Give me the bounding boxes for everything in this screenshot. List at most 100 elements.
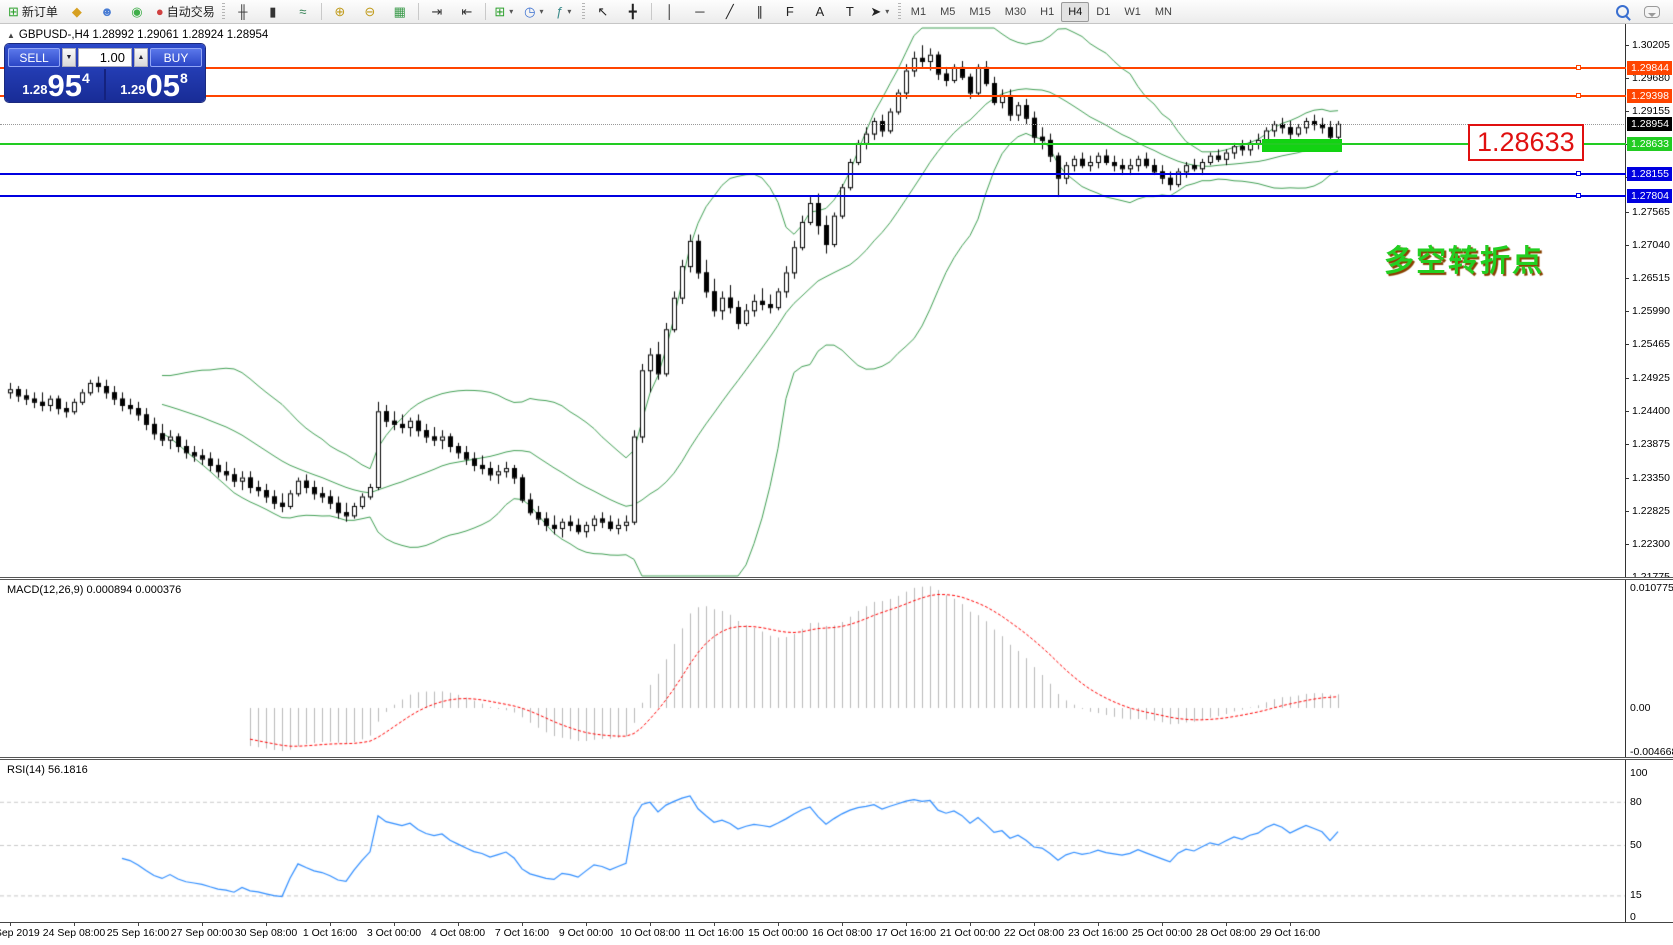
chart-candles-button[interactable]: ▮ [258,1,288,23]
arrows-icon: ➤ [870,4,882,19]
zoom-out-icon: ⊖ [364,4,376,19]
date-label: 3 Oct 00:00 [366,927,422,939]
resistance-line-2[interactable] [0,94,1626,97]
date-label: 30 Sep 08:00 [234,927,298,939]
new-order-icon: ⊞ [8,4,19,19]
horizontal-line-button[interactable]: ─ [685,1,715,23]
tile-windows-icon: ▦ [393,4,406,19]
time-tick-mark [1034,922,1035,926]
timeframe-m30-button[interactable]: M30 [1004,5,1027,18]
pivot-line[interactable] [0,143,1626,146]
arrows-button[interactable]: ➤ ▾ [865,1,895,23]
support-line-1-handle[interactable] [1576,171,1581,177]
fibonacci-button[interactable]: F [775,1,805,23]
new-order-button[interactable]: ⊞ 新订单 [4,1,62,23]
dropdown-arrow-icon[interactable]: ▾ [539,7,544,16]
price-tick-mark [1625,244,1629,246]
timeframe-h4-button[interactable]: H4 [1061,1,1090,22]
pane-separator[interactable] [0,577,1673,580]
search-button[interactable] [1607,1,1637,23]
toolbar: ⊞ 新订单 ◆ ☻ ◉ ● 自动交易 ╫ ▮ ≈ ⊕ ⊖ ▦ ⇥ ⇤ ⊞ ▾ ◷ ▾ ƒ ▾ ↖ ╋ │ ─ ╱ ∥ F A T ➤ ▾ M1 M… [0,0,1673,24]
dropdown-arrow-icon[interactable]: ▾ [885,7,890,16]
macd-label: MACD(12,26,9) 0.000894 0.000376 [7,584,182,596]
price-tick-label: 1.29680 [1632,72,1670,85]
toolbar-drag-handle[interactable] [221,3,225,20]
signals-icon: ◉ [131,4,143,19]
equidistant-channel-button[interactable]: ∥ [745,1,775,23]
trendline-button[interactable]: ╱ [715,1,745,23]
price-tick-mark [1625,44,1629,46]
profiles-icon: ◷ [524,4,536,19]
time-tick-mark [906,922,907,926]
expert-advisors-button[interactable]: ☻ [92,1,122,23]
pane-separator[interactable] [0,757,1673,760]
timeframe-m5-button[interactable]: M5 [940,5,956,18]
chinese-annotation[interactable]: 多空转折点 [1384,245,1544,278]
timeframe-h1-button[interactable]: H1 [1040,5,1055,18]
sell-button[interactable]: SELL [8,48,60,67]
vertical-line-button[interactable]: │ [655,1,685,23]
sell-price[interactable]: 1.28 95 4 [8,69,104,101]
chart-line-button[interactable]: ≈ [288,1,318,23]
price-level-callout[interactable]: 1.28633 [1468,124,1584,161]
autotrading-button[interactable]: ● 自动交易 [152,1,219,23]
time-tick-mark [650,922,651,926]
dropdown-arrow-icon[interactable]: ▾ [567,7,572,16]
chart-bars-button[interactable]: ╫ [228,1,258,23]
timeframe-mn-button[interactable]: MN [1154,5,1172,18]
new-chart-button[interactable]: ⊞ ▾ [489,1,519,23]
profiles-button[interactable]: ◷ ▾ [519,1,549,23]
history-center-button[interactable]: ◆ [62,1,92,23]
text-icon: A [815,4,825,19]
indicators-button[interactable]: ƒ ▾ [549,1,579,23]
timeframe-m15-button[interactable]: M15 [969,5,991,18]
toolbar-drag-handle[interactable] [581,3,585,20]
price-chart-canvas[interactable] [0,26,1626,578]
time-tick-mark [202,922,203,926]
trendline-icon: ╱ [725,4,734,19]
price-badge: 1.28155 [1627,167,1672,182]
volume-down-button[interactable]: ▼ [62,48,76,67]
date-label: 22 Oct 08:00 [1003,927,1065,939]
text-button[interactable]: A [805,1,835,23]
timeframe-d1-button[interactable]: D1 [1096,5,1111,18]
resistance-line-1-handle[interactable] [1576,64,1581,70]
buy-price[interactable]: 1.29 05 8 [106,69,202,101]
text-label-button[interactable]: T [835,1,865,23]
volume-up-button[interactable]: ▲ [134,48,148,67]
price-tick-mark [1625,378,1629,380]
volume-input[interactable]: 1.00 [78,48,132,67]
chart-shift-button[interactable]: ⇤ [452,1,482,23]
auto-scroll-button[interactable]: ⇥ [422,1,452,23]
support-line-2-handle[interactable] [1576,193,1581,199]
rsi-axis-label: 100 [1630,767,1648,779]
date-label: 7 Oct 16:00 [494,927,550,939]
new-chart-icon: ⊞ [494,4,506,19]
buy-button[interactable]: BUY [150,48,202,67]
buy-price-sup: 8 [180,70,188,86]
timeframe-w1-button[interactable]: W1 [1124,5,1141,18]
zoom-out-button[interactable]: ⊖ [355,1,385,23]
tile-windows-button[interactable]: ▦ [385,1,415,23]
dropdown-arrow-icon[interactable]: ▾ [509,7,514,16]
toolbar-drag-handle[interactable] [897,3,901,20]
collapse-icon[interactable]: ▲ [7,31,15,40]
support-line-2[interactable] [0,195,1626,198]
signals-button[interactable]: ◉ [122,1,152,23]
chat-button[interactable] [1637,1,1667,23]
horizontal-line-icon: ─ [695,4,705,19]
resistance-line-1[interactable] [0,66,1626,69]
chart-shift-icon: ⇤ [461,4,473,19]
rsi-pane-canvas[interactable] [0,760,1626,922]
price-tick-label: 1.22300 [1632,537,1670,550]
resistance-line-2-handle[interactable] [1576,92,1581,98]
timeframe-m1-button[interactable]: M1 [910,5,927,18]
chart-title: ▲ GBPUSD-,H4 1.28992 1.29061 1.28924 1.28… [7,29,268,41]
fibonacci-icon: F [785,4,794,19]
cursor-button[interactable]: ↖ [588,1,618,23]
support-line-1[interactable] [0,173,1626,176]
date-label: 24 Sep 08:00 [42,927,106,939]
macd-pane-canvas[interactable] [0,580,1626,758]
crosshair-button[interactable]: ╋ [618,1,648,23]
zoom-in-button[interactable]: ⊕ [325,1,355,23]
